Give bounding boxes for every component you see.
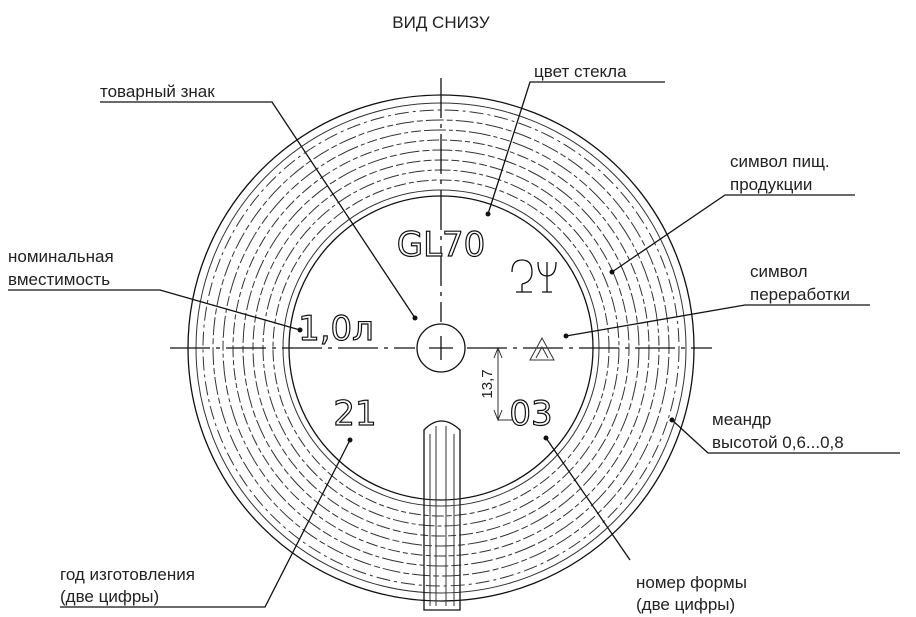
glass-mark: GL70	[397, 225, 486, 265]
label: номер формы	[636, 573, 747, 592]
label: символ	[750, 262, 808, 281]
label: (две цифры)	[636, 595, 735, 614]
label: номинальная	[8, 247, 114, 266]
bottle-bottom	[170, 78, 712, 610]
label: товарный знак	[100, 82, 215, 101]
drawing: ВИД СНИЗУ GL70 1,0л 21 03 13,7	[0, 0, 916, 617]
label: цвет стекла	[534, 62, 627, 81]
label: символ пищ.	[730, 152, 830, 171]
year-mark: 21	[333, 394, 376, 434]
label: переработки	[750, 285, 850, 304]
label: меандр	[712, 410, 771, 429]
label: год изготовления	[60, 565, 195, 584]
mould-mark: 03	[509, 394, 552, 434]
title: ВИД СНИЗУ	[392, 13, 490, 32]
dimension-label: 13,7	[479, 369, 496, 398]
label: (две цифры)	[60, 587, 159, 606]
label: продукции	[730, 175, 812, 194]
volume-mark: 1,0л	[298, 309, 374, 349]
label: вместимость	[8, 270, 110, 289]
label: высотой 0,6...0,8	[712, 433, 844, 452]
